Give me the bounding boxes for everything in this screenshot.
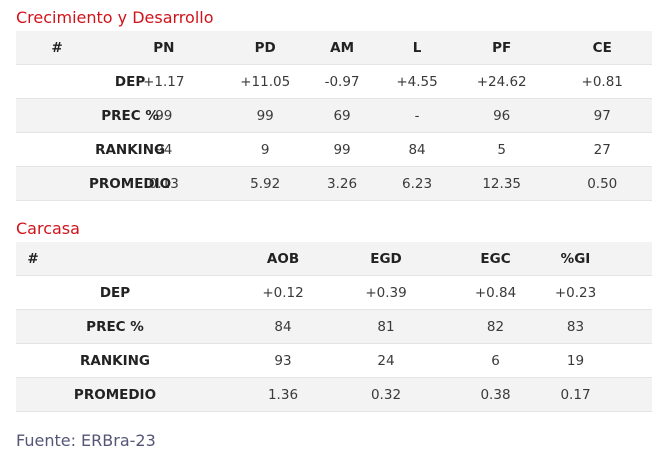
column-header: EGC — [472, 242, 609, 276]
table-cell: 27 — [552, 132, 652, 167]
table-cell: 94 — [98, 132, 230, 167]
table-row: PROMEDIO 0.13 5.92 3.26 6.23 12.35 0.50 — [16, 166, 652, 201]
column-header: PD — [229, 31, 301, 65]
column-header: CE — [552, 31, 652, 65]
column-header: PN — [98, 31, 230, 65]
row-label: RANKING — [16, 132, 165, 167]
table-cell: +0.39 — [365, 275, 472, 310]
source-note: Fuente: ERBra-23 — [16, 431, 156, 450]
row-label: PROMEDIO — [16, 377, 214, 412]
table-cell: 93 — [214, 343, 384, 378]
table-cell: 19 — [567, 343, 652, 378]
table-cell: 5 — [450, 132, 553, 167]
row-label: PREC % — [16, 309, 214, 344]
table-cell: 83 — [567, 309, 652, 344]
table-row: PROMEDIO 1.36 0.32 0.38 0.17 — [16, 377, 652, 412]
table-row: PREC % 84 81 82 83 — [16, 309, 652, 344]
table-cell: +4.55 — [383, 64, 451, 99]
table-cell: 6.23 — [383, 166, 451, 201]
table-cell: 24 — [377, 343, 472, 378]
row-label: DEP — [16, 64, 145, 99]
column-header: L — [383, 31, 451, 65]
column-header: AOB — [214, 242, 384, 276]
column-header: PF — [450, 31, 553, 65]
spacer-cell — [50, 242, 214, 276]
table-row: DEP +1.17 +11.05 -0.97 +4.55 +24.62 +0.8… — [16, 64, 652, 99]
row-label: RANKING — [16, 343, 214, 378]
table-cell: 99 — [229, 98, 301, 133]
column-header: # — [16, 242, 50, 276]
table-cell: 5.92 — [229, 166, 301, 201]
table-cell: -0.97 — [300, 64, 384, 99]
column-header: AM — [300, 31, 384, 65]
table-row: PREC % 99 99 69 - 96 97 — [16, 98, 652, 133]
section-title-crecimiento: Crecimiento y Desarrollo — [16, 8, 214, 27]
carcasa-table: # AOB EGD EGC %GI DEP +0.12 +0.39 +0.84 … — [16, 242, 652, 412]
table-cell: 81 — [377, 309, 472, 344]
table-cell: 0.13 — [98, 166, 230, 201]
table-cell: 3.26 — [300, 166, 384, 201]
row-label: DEP — [16, 275, 214, 310]
table-cell: +0.81 — [552, 64, 652, 99]
table-row: RANKING 93 24 6 19 — [16, 343, 652, 378]
row-label: PROMEDIO — [16, 166, 171, 201]
table-cell: +0.84 — [472, 275, 609, 310]
table-cell: 9 — [229, 132, 301, 167]
table-cell: 84 — [214, 309, 384, 344]
table-cell: 99 — [300, 132, 384, 167]
column-header: EGD — [370, 242, 472, 276]
table-cell: 6 — [472, 343, 609, 378]
table-cell: 0.32 — [371, 377, 472, 412]
table-cell: 82 — [472, 309, 609, 344]
table-row: RANKING 94 9 99 84 5 27 — [16, 132, 652, 167]
table-cell: - — [383, 98, 451, 133]
table-cell: 84 — [383, 132, 451, 167]
column-header: %GI — [561, 242, 652, 276]
column-header: # — [16, 31, 99, 65]
table-header-row: # PN PD AM L PF CE — [16, 31, 652, 65]
table-cell: +11.05 — [229, 64, 301, 99]
table-cell: 99 — [98, 98, 230, 133]
table-cell: +0.12 — [214, 275, 384, 310]
table-cell: 12.35 — [450, 166, 553, 201]
table-cell: +0.23 — [555, 275, 652, 310]
table-cell: 0.50 — [552, 166, 652, 201]
table-cell: 0.17 — [560, 377, 652, 412]
table-cell: 0.38 — [472, 377, 609, 412]
table-cell: 96 — [450, 98, 553, 133]
table-cell: +24.62 — [450, 64, 553, 99]
table-cell: 1.36 — [214, 377, 384, 412]
row-label: PREC % — [16, 98, 159, 133]
table-header-row: # AOB EGD EGC %GI — [16, 242, 652, 276]
section-title-carcasa: Carcasa — [16, 219, 80, 238]
crecimiento-table: # PN PD AM L PF CE DEP +1.17 +11.05 -0.9… — [16, 31, 652, 201]
table-cell: 69 — [300, 98, 384, 133]
table-row: DEP +0.12 +0.39 +0.84 +0.23 — [16, 275, 652, 310]
table-cell: +1.17 — [98, 64, 230, 99]
table-cell: 97 — [552, 98, 652, 133]
